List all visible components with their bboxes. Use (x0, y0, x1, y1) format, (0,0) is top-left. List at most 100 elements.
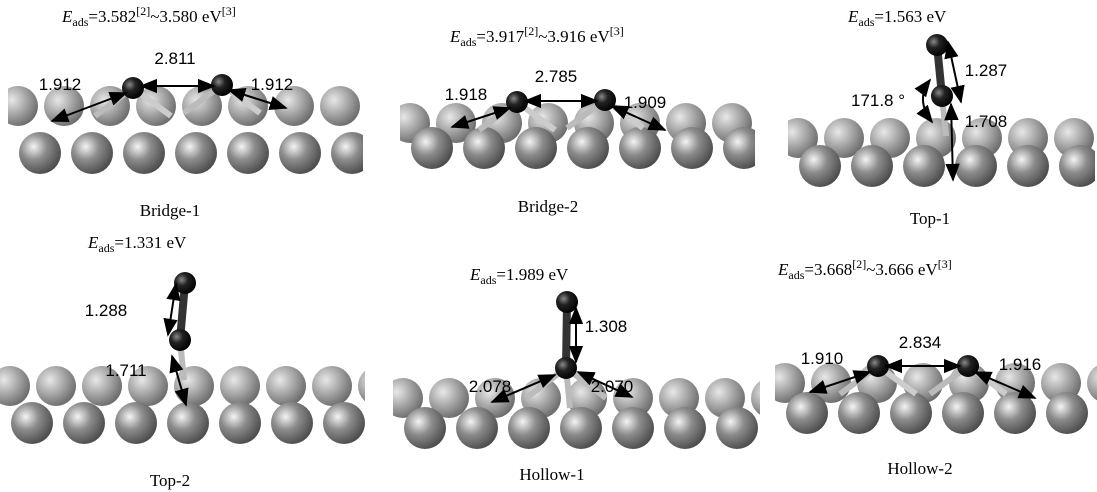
distance-label: 2.785 (535, 67, 578, 86)
distance-label: 1.918 (445, 85, 488, 104)
substrate-atom (612, 407, 654, 449)
adsorbate-atom (867, 355, 889, 377)
energy-part: [2] (852, 257, 866, 271)
panel: 2.8341.9101.916Eads=3.668[2]~3.666 eV[3]… (765, 257, 1097, 478)
distance-label: 1.912 (39, 75, 82, 94)
substrate-atom (358, 366, 398, 406)
adsorption-energy: Eads=3.668[2]~3.666 eV[3] (777, 257, 952, 282)
energy-part: ads (98, 241, 114, 255)
substrate-atom (1007, 145, 1049, 187)
substrate-atom (219, 402, 261, 444)
substrate-atom (167, 402, 209, 444)
distance-label: 2.834 (899, 333, 942, 352)
distance-label: 2.070 (591, 377, 634, 396)
energy-part: ~3.580 eV (150, 7, 222, 26)
substrate-atom (456, 407, 498, 449)
substrate-atom (36, 366, 76, 406)
distance-label: 2.811 (154, 49, 195, 68)
energy-part: =1.989 eV (496, 265, 569, 284)
distance-label: 1.711 (105, 361, 146, 380)
structure-label: Bridge-2 (518, 197, 578, 216)
substrate-atom (320, 86, 360, 126)
substrate-atom (123, 132, 165, 174)
adsorbate-atom (931, 85, 953, 107)
substrate-atom (671, 127, 713, 169)
angle-arc (923, 80, 932, 122)
structure-label: Top-2 (150, 471, 190, 490)
structure-label: Bridge-1 (140, 201, 200, 220)
substrate-atom (1046, 392, 1088, 434)
distance-label: 1.287 (965, 61, 1008, 80)
substrate-atom (723, 127, 765, 169)
energy-part: =3.582 (88, 7, 136, 26)
adsorbate-atom (174, 272, 196, 294)
substrate-atom (227, 132, 269, 174)
substrate-atom (279, 132, 321, 174)
energy-part: E (847, 7, 859, 26)
substrate-atom (851, 145, 893, 187)
adsorbate-atom (594, 89, 616, 111)
structure-label: Hollow-2 (887, 459, 952, 478)
substrate-atom (619, 127, 661, 169)
panel: 1.3082.0782.070Eads=1.989 eVHollow-1 (383, 265, 810, 484)
energy-part: ads (460, 35, 476, 49)
substrate-atom (955, 145, 997, 187)
substrate-atom (508, 407, 550, 449)
distance-label: 1.288 (85, 301, 128, 320)
distance-label: 1.916 (999, 355, 1042, 374)
adsorbate-atom (556, 291, 578, 313)
distance-arrow (168, 284, 176, 335)
surface (390, 103, 798, 169)
substrate-atom (1087, 363, 1097, 403)
substrate-atom (560, 407, 602, 449)
substrate-atom (0, 86, 38, 126)
panel: 1.2871.708171.8 °Eads=1.563 eVTop-1 (778, 7, 1097, 228)
figure: 2.8111.9121.912Eads=3.582[2]~3.580 eV[3]… (0, 0, 1097, 492)
substrate-atom (994, 392, 1036, 434)
substrate-atom (411, 127, 453, 169)
adsorbate-atom (957, 355, 979, 377)
substrate-atom (271, 402, 313, 444)
substrate-atom (220, 366, 260, 406)
adsorbate-atom (211, 74, 233, 96)
adsorbate-atom (506, 91, 528, 113)
adsorbate-atom (926, 34, 948, 56)
adsorbate-atom (169, 329, 191, 351)
structure-label: Hollow-1 (519, 465, 584, 484)
energy-part: E (61, 7, 73, 26)
adsorption-energy: Eads=3.917[2]~3.916 eV[3] (449, 24, 624, 49)
energy-part: ads (72, 15, 88, 29)
energy-part: [2] (524, 24, 538, 38)
substrate-atom (786, 392, 828, 434)
substrate-atom (890, 392, 932, 434)
panel: 2.785 1.918 1.909 Eads=3.917[2]~3.916 eV[3]… (390, 24, 798, 216)
substrate-atom (515, 127, 557, 169)
substrate-atom (716, 407, 758, 449)
surface (778, 118, 1097, 187)
substrate-atom (0, 366, 30, 406)
substrate-atom (323, 402, 365, 444)
structure-label: Top-1 (910, 209, 950, 228)
energy-part: ads (480, 273, 496, 287)
distance-label: 1.909 (624, 93, 667, 112)
energy-part: ~3.916 eV (538, 27, 610, 46)
energy-part: =3.668 (804, 260, 852, 279)
substrate-atom (463, 127, 505, 169)
energy-part: [2] (136, 4, 150, 18)
energy-part: E (469, 265, 481, 284)
substrate-atom (11, 402, 53, 444)
adsorbate-atom (555, 357, 577, 379)
angle-label: 171.8 ° (851, 91, 905, 110)
adsorption-energy: Eads=1.563 eV (847, 7, 947, 29)
energy-part: E (87, 233, 99, 252)
substrate-atom (664, 407, 706, 449)
energy-part: E (449, 27, 461, 46)
energy-part: =1.563 eV (874, 7, 947, 26)
adsorption-energy: Eads=3.582[2]~3.580 eV[3] (61, 4, 236, 29)
substrate-atom (175, 132, 217, 174)
adsorption-energy: Eads=1.989 eV (469, 265, 569, 287)
substrate-atom (19, 132, 61, 174)
energy-part: [3] (938, 257, 952, 271)
